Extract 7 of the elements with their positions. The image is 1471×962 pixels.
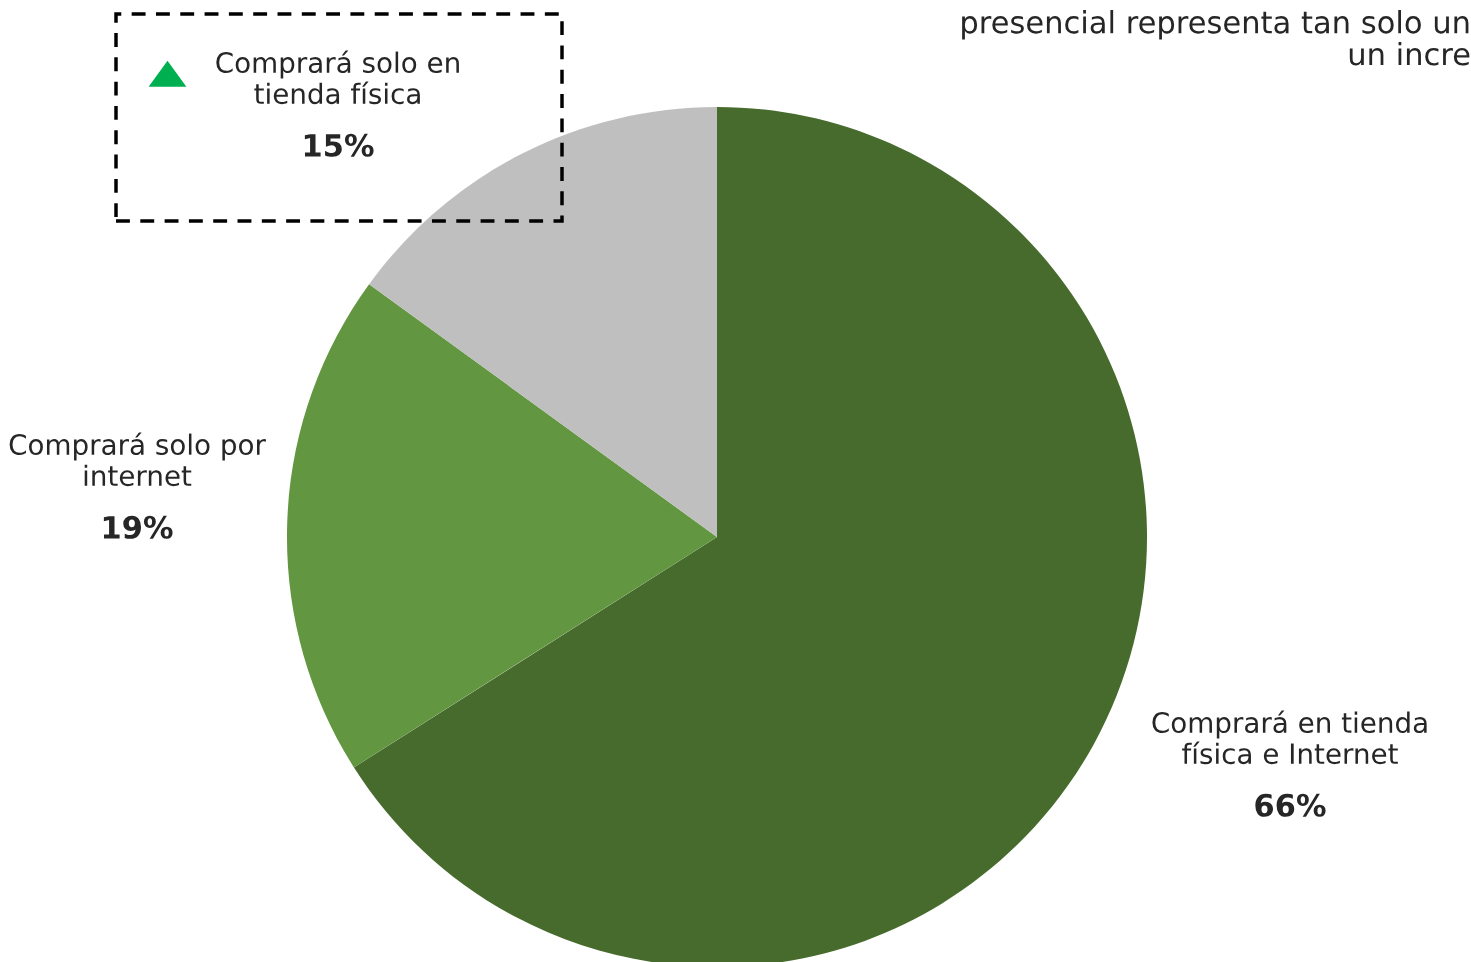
slice-label: Comprará solo en tienda física bbox=[216, 50, 459, 105]
data-label: 66% bbox=[1255, 793, 1326, 817]
slice-label: Comprará en tienda física e Internet bbox=[1152, 710, 1427, 765]
data-label: 19% bbox=[103, 515, 173, 539]
slice-label: Comprará solo por internet bbox=[9, 432, 266, 487]
text: presencial representa tan solo un un incre bbox=[962, 10, 1470, 66]
data-label: 15% bbox=[304, 133, 374, 157]
